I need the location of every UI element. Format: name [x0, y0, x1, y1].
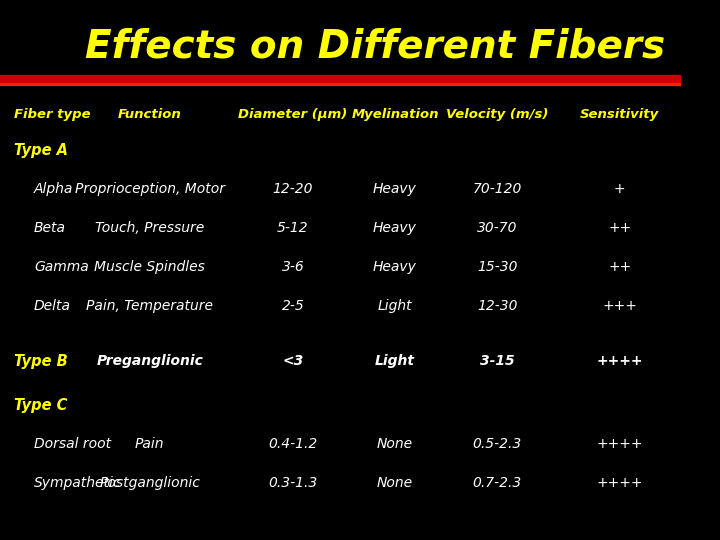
- Text: +: +: [614, 182, 626, 196]
- Text: ++++: ++++: [596, 437, 643, 451]
- Text: Beta: Beta: [34, 221, 66, 235]
- Text: Heavy: Heavy: [373, 182, 417, 196]
- Text: Fiber type: Fiber type: [14, 108, 90, 121]
- Text: Postganglionic: Postganglionic: [99, 476, 200, 490]
- Text: 12-20: 12-20: [273, 182, 313, 196]
- Text: Proprioception, Motor: Proprioception, Motor: [75, 182, 225, 196]
- Text: ++++: ++++: [596, 476, 643, 490]
- Text: Myelination: Myelination: [351, 108, 438, 121]
- Text: Pain: Pain: [135, 437, 165, 451]
- Text: 5-12: 5-12: [277, 221, 309, 235]
- Text: 0.7-2.3: 0.7-2.3: [472, 476, 522, 490]
- Text: 0.5-2.3: 0.5-2.3: [472, 437, 522, 451]
- Text: 0.4-1.2: 0.4-1.2: [269, 437, 318, 451]
- Text: Muscle Spindles: Muscle Spindles: [94, 260, 205, 274]
- Text: Touch, Pressure: Touch, Pressure: [95, 221, 204, 235]
- Text: ++++: ++++: [596, 354, 643, 368]
- Text: Diameter (μm): Diameter (μm): [238, 108, 348, 121]
- Text: Light: Light: [378, 299, 413, 313]
- Text: None: None: [377, 437, 413, 451]
- Text: 12-30: 12-30: [477, 299, 518, 313]
- Text: Heavy: Heavy: [373, 260, 417, 274]
- Text: Type B: Type B: [14, 354, 68, 369]
- Text: Pain, Temperature: Pain, Temperature: [86, 299, 213, 313]
- Text: Preganglionic: Preganglionic: [96, 354, 203, 368]
- Text: 0.3-1.3: 0.3-1.3: [269, 476, 318, 490]
- Text: Sympathetic: Sympathetic: [34, 476, 122, 490]
- Text: 70-120: 70-120: [472, 182, 522, 196]
- Text: 3-15: 3-15: [480, 354, 515, 368]
- Text: ++: ++: [608, 221, 631, 235]
- Text: Type A: Type A: [14, 143, 68, 158]
- Text: Light: Light: [375, 354, 415, 368]
- Text: Velocity (m/s): Velocity (m/s): [446, 108, 549, 121]
- Text: 15-30: 15-30: [477, 260, 518, 274]
- Text: Delta: Delta: [34, 299, 71, 313]
- Text: <3: <3: [282, 354, 303, 368]
- Text: Heavy: Heavy: [373, 221, 417, 235]
- Text: Gamma: Gamma: [34, 260, 89, 274]
- Text: Dorsal root: Dorsal root: [34, 437, 111, 451]
- Text: Effects on Different Fibers: Effects on Different Fibers: [84, 27, 665, 65]
- Text: ++: ++: [608, 260, 631, 274]
- Text: 2-5: 2-5: [282, 299, 305, 313]
- Text: +++: +++: [603, 299, 637, 313]
- Text: None: None: [377, 476, 413, 490]
- Text: Alpha: Alpha: [34, 182, 73, 196]
- Text: 3-6: 3-6: [282, 260, 305, 274]
- Text: Sensitivity: Sensitivity: [580, 108, 660, 121]
- Text: Function: Function: [118, 108, 181, 121]
- Text: 30-70: 30-70: [477, 221, 518, 235]
- Text: Type C: Type C: [14, 398, 67, 413]
